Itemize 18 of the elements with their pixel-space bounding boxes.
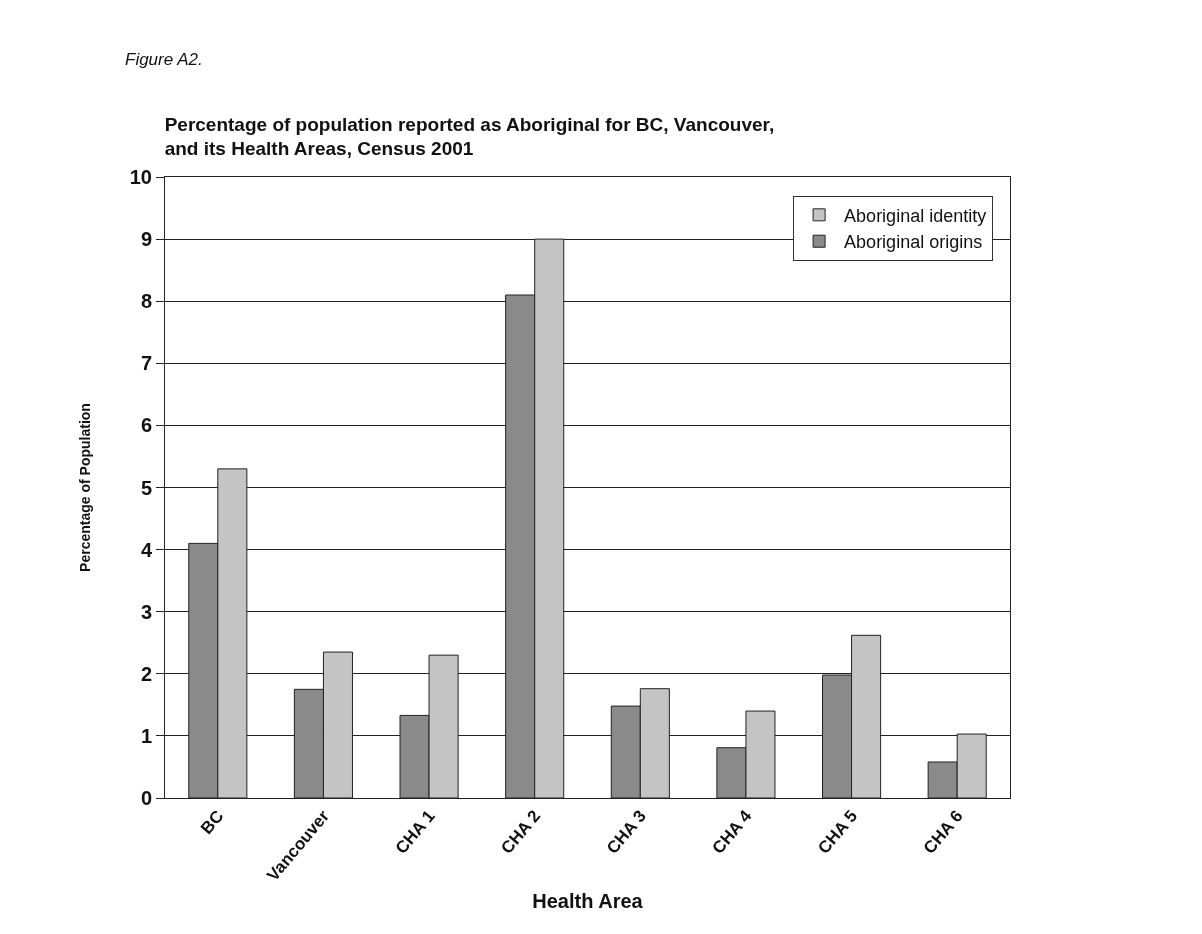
- y-tick-label: 4: [140, 538, 153, 561]
- y-tick-label: 2: [140, 662, 152, 685]
- y-axis-title: Percentage of Population: [77, 403, 94, 572]
- y-tick-label: 9: [140, 228, 152, 251]
- y-tick-label: 8: [140, 290, 152, 313]
- y-tick-label: 5: [140, 476, 152, 499]
- caption: Figure A2.: [125, 50, 203, 69]
- x-axis-title: Health Area: [532, 890, 644, 913]
- chart-title: Percentage of population reported as Aboriginal for BC, Vancouver, and its Health Areas, Census 2001: [164, 113, 775, 160]
- y-tick-label: 10: [129, 166, 152, 188]
- y-tick-label: 7: [140, 352, 152, 375]
- y-tick-label: 3: [140, 600, 152, 623]
- y-tick-label: 1: [140, 724, 152, 747]
- legend-label: Aboriginal origins: [844, 232, 983, 253]
- x-tick-label: BC: [197, 806, 228, 838]
- legend-label: Aboriginal identity: [844, 205, 987, 226]
- y-tick-label: 0: [140, 787, 152, 809]
- y-tick-label: 6: [140, 414, 152, 437]
